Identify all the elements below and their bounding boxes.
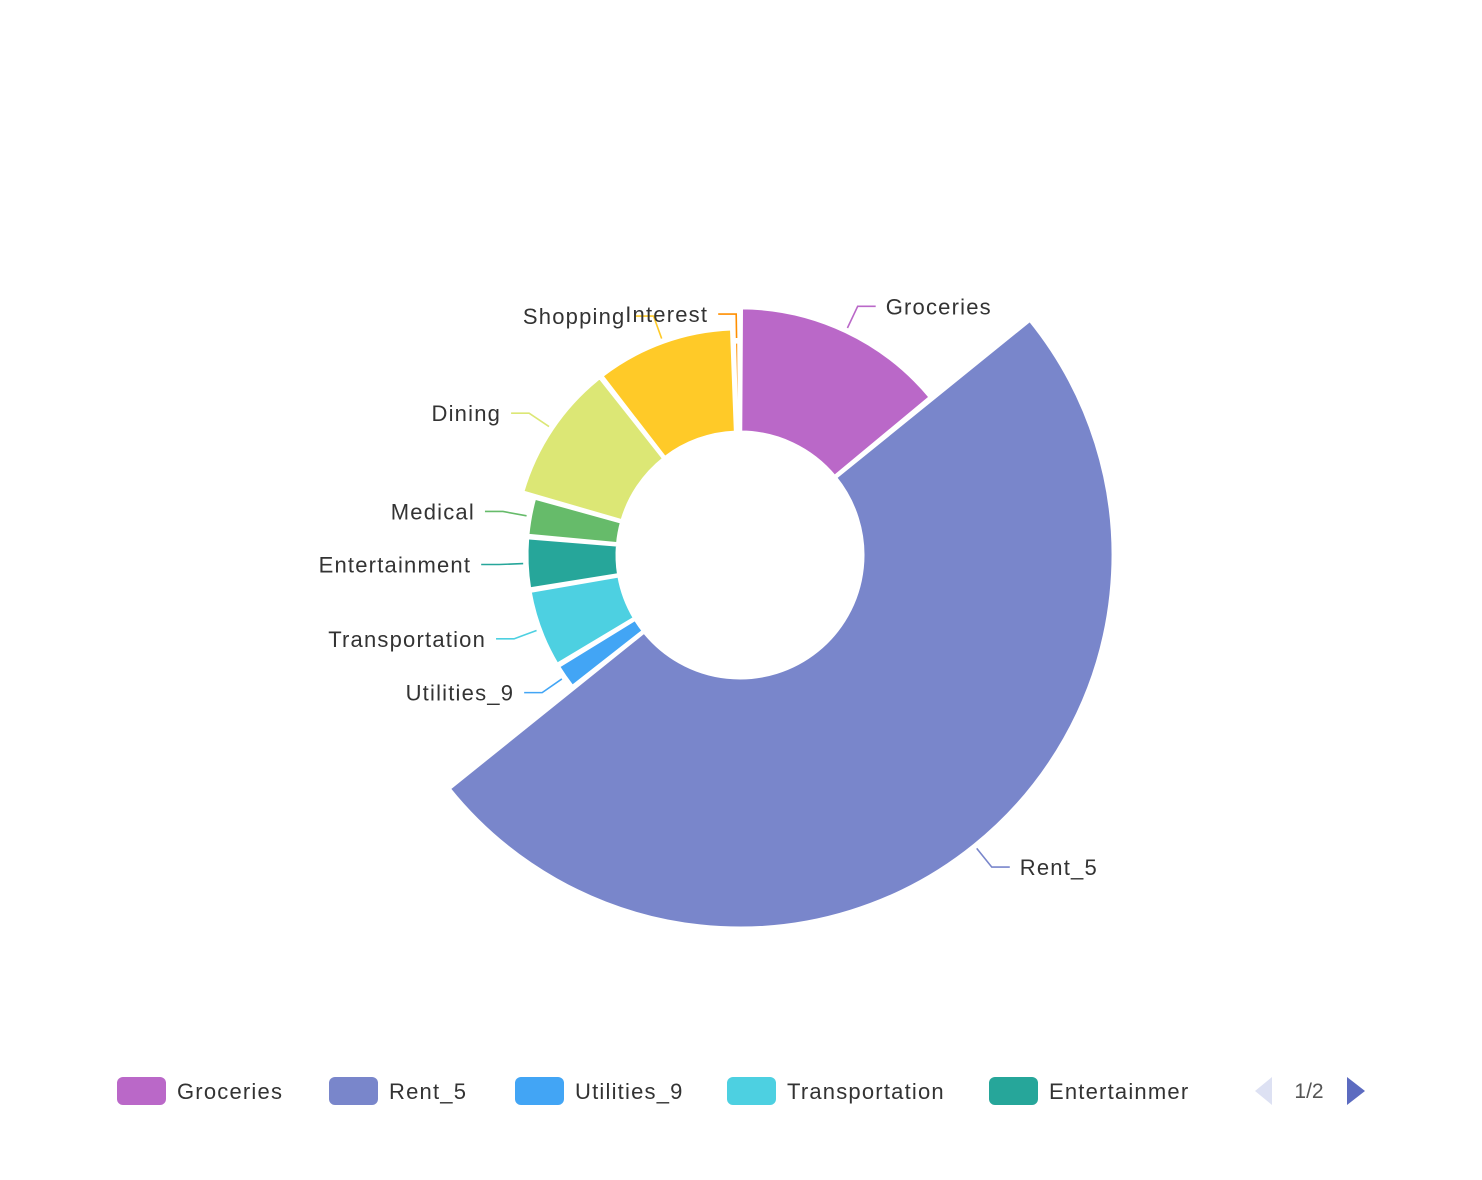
- slice-label-medical: Medical: [391, 499, 475, 524]
- legend-swatch: [989, 1077, 1038, 1105]
- slice-label-dining: Dining: [432, 401, 502, 426]
- legend-label: Transportation: [787, 1079, 945, 1104]
- legend-pager[interactable]: 1/2: [1255, 1077, 1365, 1105]
- pie-slices: [447, 306, 1115, 929]
- legend-prev-arrow-icon[interactable]: [1255, 1077, 1272, 1105]
- legend-item-groceries[interactable]: Groceries: [117, 1077, 283, 1105]
- leader-line-groceries: [846, 305, 876, 329]
- legend-swatch: [515, 1077, 564, 1105]
- slice-medical[interactable]: [526, 496, 623, 546]
- slice-transportation[interactable]: [528, 574, 636, 666]
- leader-line-shopping: [635, 315, 663, 339]
- slice-labels: Groceries Rent_5 Utilities_9 Transportation…: [319, 294, 1098, 880]
- legend-item-entertainmer[interactable]: Entertainmer: [989, 1077, 1189, 1105]
- leader-line-entertainment: [481, 562, 524, 566]
- slice-label-rent-5: Rent_5: [1020, 855, 1098, 880]
- legend-swatch: [117, 1077, 166, 1105]
- slice-rent-5[interactable]: [447, 318, 1115, 929]
- legend-label: Utilities_9: [575, 1079, 684, 1104]
- slice-label-entertainment: Entertainment: [319, 553, 472, 578]
- slice-utilities-9[interactable]: [556, 617, 645, 688]
- leader-line-transportation: [496, 629, 537, 640]
- legend-label: Groceries: [177, 1079, 283, 1104]
- slice-interest[interactable]: [733, 340, 741, 434]
- label-leader-lines: [481, 305, 1010, 868]
- legend-next-arrow-icon[interactable]: [1347, 1077, 1365, 1105]
- leader-line-interest: [718, 313, 738, 339]
- legend-page-indicator: 1/2: [1294, 1080, 1323, 1103]
- legend[interactable]: Groceries Rent_5 Utilities_9 Transportation…: [117, 1077, 1189, 1105]
- legend-label: Rent_5: [389, 1079, 467, 1104]
- slice-shopping[interactable]: [600, 327, 737, 460]
- legend-item-utilities-9[interactable]: Utilities_9: [515, 1077, 684, 1105]
- slice-label-interest: Interest: [625, 302, 708, 327]
- slice-entertainment[interactable]: [525, 536, 621, 591]
- slice-groceries[interactable]: [739, 306, 932, 478]
- legend-label: Entertainmer: [1049, 1079, 1189, 1104]
- legend-swatch: [727, 1077, 776, 1105]
- slice-label-groceries: Groceries: [886, 294, 992, 319]
- legend-swatch: [329, 1077, 378, 1105]
- legend-item-rent-5[interactable]: Rent_5: [329, 1077, 467, 1105]
- leader-line-medical: [484, 510, 527, 517]
- leader-line-dining: [511, 412, 550, 428]
- legend-item-transportation[interactable]: Transportation: [727, 1077, 945, 1105]
- leader-line-utilities-9: [524, 678, 563, 694]
- slice-label-utilities-9: Utilities_9: [406, 681, 515, 706]
- leader-line-rent-5: [976, 847, 1010, 868]
- slice-label-transportation: Transportation: [328, 627, 486, 652]
- slice-dining[interactable]: [521, 376, 666, 523]
- slice-label-shopping: Shopping: [523, 304, 626, 329]
